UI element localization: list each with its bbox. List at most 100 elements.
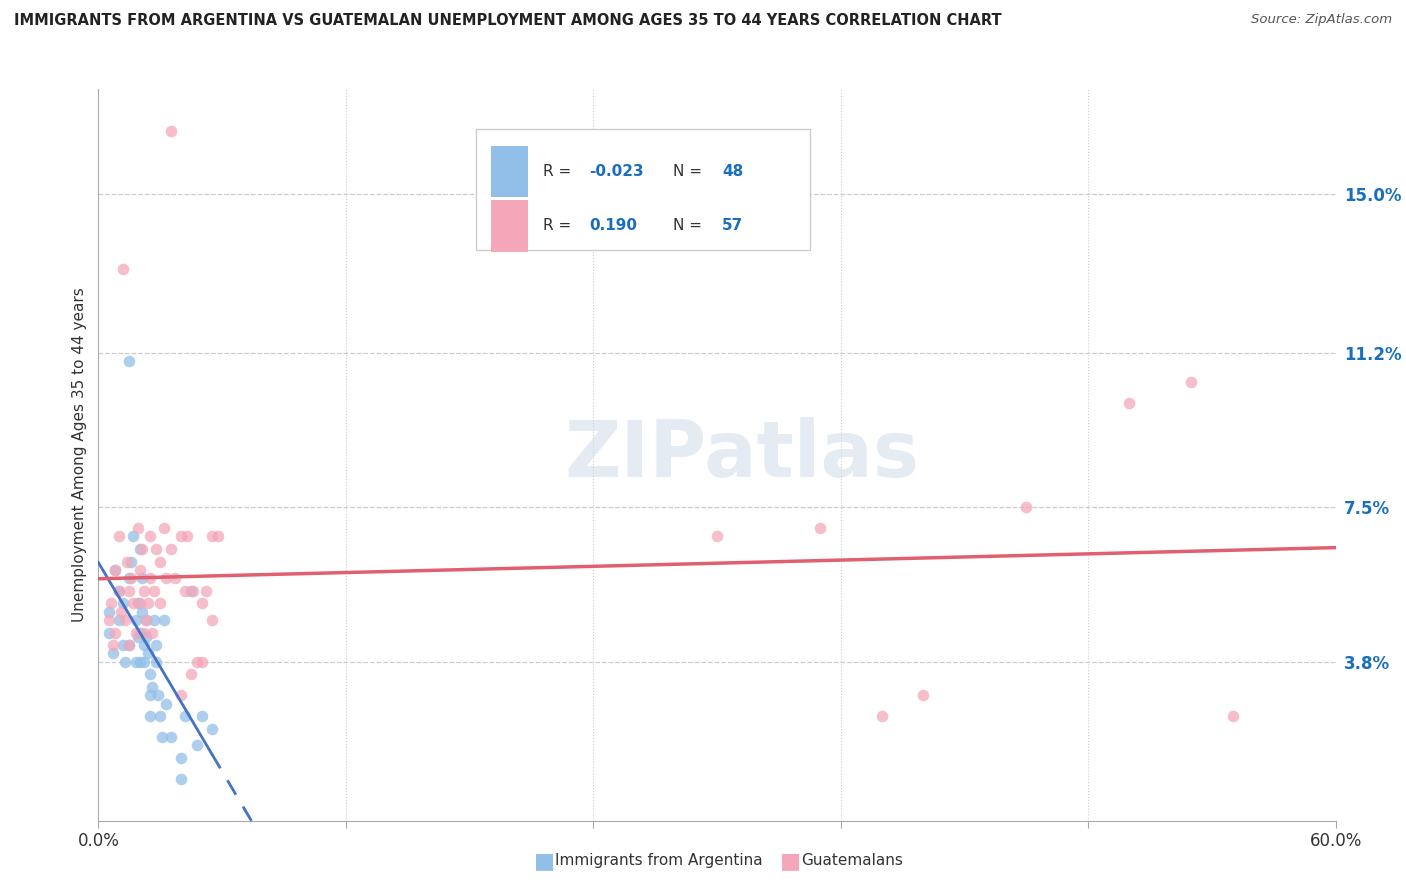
- Point: [124, 655, 146, 669]
- Point: [131, 541, 153, 556]
- Point: [100, 596, 122, 610]
- Point: [104, 563, 127, 577]
- Point: [159, 541, 181, 556]
- Text: IMMIGRANTS FROM ARGENTINA VS GUATEMALAN UNEMPLOYMENT AMONG AGES 35 TO 44 YEARS C: IMMIGRANTS FROM ARGENTINA VS GUATEMALAN …: [14, 13, 1001, 29]
- Point: [201, 722, 224, 736]
- Point: [153, 521, 176, 535]
- Text: 48: 48: [723, 164, 744, 179]
- Text: -0.023: -0.023: [589, 164, 644, 179]
- Point: [118, 571, 141, 585]
- Point: [912, 688, 935, 702]
- Point: [139, 667, 162, 681]
- Point: [135, 613, 157, 627]
- Point: [141, 680, 163, 694]
- Point: [190, 709, 212, 723]
- Text: N =: N =: [672, 164, 706, 179]
- Point: [153, 613, 176, 627]
- Point: [136, 647, 159, 661]
- Text: Source: ZipAtlas.com: Source: ZipAtlas.com: [1251, 13, 1392, 27]
- Point: [1222, 709, 1244, 723]
- Point: [170, 751, 193, 765]
- Point: [132, 655, 155, 669]
- Point: [174, 709, 197, 723]
- Point: [201, 529, 224, 543]
- Point: [128, 563, 150, 577]
- Bar: [491, 146, 527, 197]
- Y-axis label: Unemployment Among Ages 35 to 44 years: Unemployment Among Ages 35 to 44 years: [72, 287, 87, 623]
- Point: [706, 529, 728, 543]
- Point: [131, 605, 153, 619]
- Point: [174, 583, 197, 598]
- Point: [139, 688, 162, 702]
- Point: [128, 655, 150, 669]
- Text: ZIPatlas: ZIPatlas: [564, 417, 920, 493]
- Point: [870, 709, 893, 723]
- Point: [139, 529, 162, 543]
- Bar: [491, 201, 527, 252]
- Point: [108, 583, 131, 598]
- Point: [120, 554, 142, 568]
- Point: [180, 667, 202, 681]
- Point: [139, 571, 162, 585]
- Point: [128, 596, 150, 610]
- Point: [135, 613, 157, 627]
- Point: [143, 583, 166, 598]
- Point: [104, 625, 127, 640]
- Point: [170, 688, 193, 702]
- Point: [127, 521, 149, 535]
- Point: [186, 655, 208, 669]
- Point: [122, 529, 145, 543]
- Point: [170, 529, 193, 543]
- Text: 0.190: 0.190: [589, 219, 637, 234]
- Point: [120, 571, 142, 585]
- Text: R =: R =: [543, 164, 575, 179]
- Point: [124, 613, 146, 627]
- Point: [159, 124, 181, 138]
- Point: [149, 554, 172, 568]
- Point: [143, 613, 166, 627]
- Point: [127, 596, 149, 610]
- Point: [207, 529, 229, 543]
- Point: [176, 529, 198, 543]
- Point: [104, 563, 127, 577]
- Point: [145, 638, 167, 652]
- Point: [131, 571, 153, 585]
- Point: [112, 596, 135, 610]
- Point: [97, 625, 120, 640]
- Point: [117, 554, 139, 568]
- Point: [181, 583, 204, 598]
- Point: [132, 625, 155, 640]
- Point: [97, 613, 120, 627]
- Point: [122, 596, 145, 610]
- Point: [186, 739, 208, 753]
- Text: R =: R =: [543, 219, 575, 234]
- Point: [155, 571, 177, 585]
- Point: [145, 541, 167, 556]
- Point: [118, 354, 141, 368]
- Point: [108, 529, 131, 543]
- Point: [118, 638, 141, 652]
- Text: ■: ■: [780, 851, 801, 871]
- Point: [148, 688, 170, 702]
- Point: [190, 596, 212, 610]
- Text: N =: N =: [672, 219, 706, 234]
- Point: [1180, 375, 1202, 389]
- Point: [128, 541, 150, 556]
- Point: [114, 655, 136, 669]
- Point: [141, 625, 163, 640]
- Point: [132, 583, 155, 598]
- Point: [124, 625, 146, 640]
- Point: [149, 709, 172, 723]
- Text: Immigrants from Argentina: Immigrants from Argentina: [555, 854, 763, 868]
- Point: [1118, 395, 1140, 409]
- Point: [194, 583, 217, 598]
- Point: [101, 647, 124, 661]
- Text: ■: ■: [534, 851, 555, 871]
- Point: [132, 638, 155, 652]
- Point: [170, 772, 193, 786]
- Point: [112, 638, 135, 652]
- Point: [808, 521, 831, 535]
- Point: [112, 261, 135, 276]
- Point: [139, 709, 162, 723]
- Point: [155, 697, 177, 711]
